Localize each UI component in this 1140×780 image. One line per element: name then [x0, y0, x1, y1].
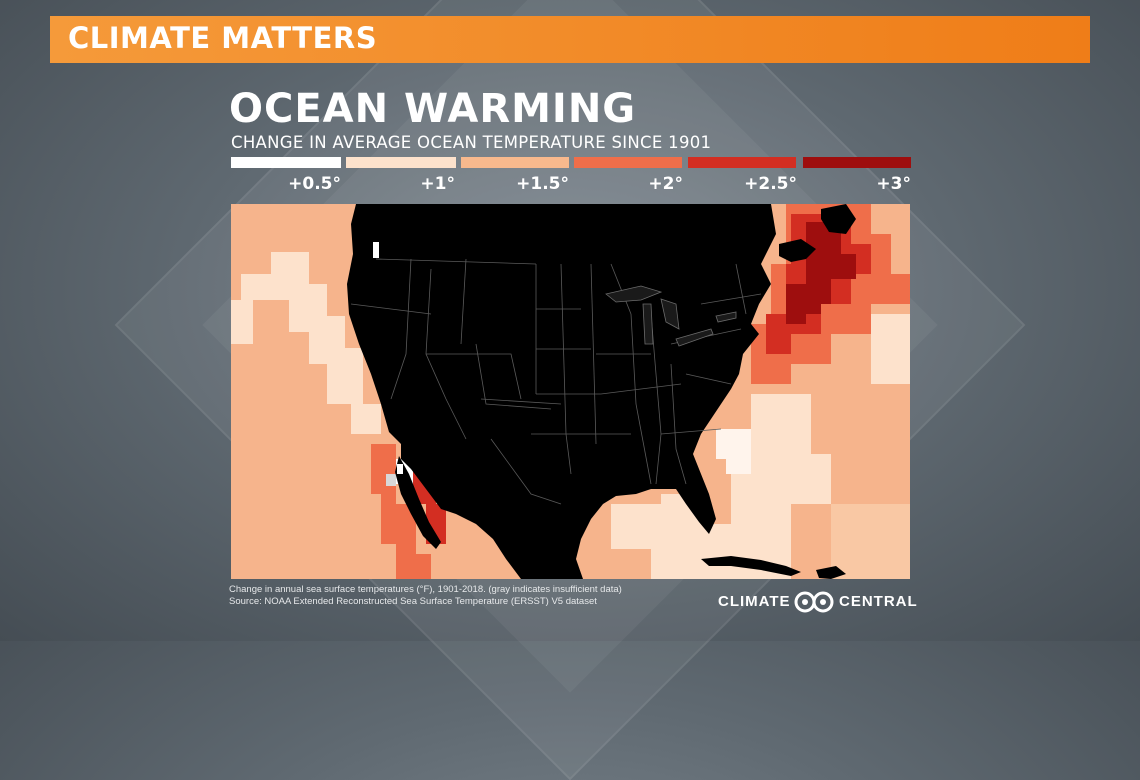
atlantic-pale-band	[711, 394, 831, 579]
legend-label-1-5: +1.5°	[516, 174, 569, 194]
border-line	[426, 353, 522, 400]
cuba-land	[701, 556, 801, 576]
lake-huron	[660, 298, 680, 330]
pacific-pale-band	[241, 252, 381, 434]
gulf-of-california-white-cell	[397, 464, 403, 474]
nova-scotia-land	[779, 239, 816, 262]
legend-swatch-2-5	[688, 157, 796, 168]
atlantic-white-cells	[716, 429, 751, 474]
border-line	[490, 438, 562, 505]
banner-label: CLIMATE MATTERS	[68, 21, 378, 55]
newfoundland-land	[821, 204, 856, 234]
lake-ontario	[715, 311, 737, 323]
gulf-of-maine-dark-red	[791, 294, 821, 314]
border-line	[475, 343, 552, 410]
border-line	[390, 258, 412, 400]
border-line	[425, 268, 467, 440]
map-svg	[231, 204, 910, 579]
border-line	[375, 258, 537, 265]
brand-text-left: CLIMATE	[718, 593, 791, 610]
lake-michigan	[642, 303, 654, 345]
legend-label-2: +2°	[648, 174, 683, 194]
border-line	[480, 398, 562, 405]
legend-label-0-5: +0.5°	[288, 174, 341, 194]
page-subtitle: CHANGE IN AVERAGE OCEAN TEMPERATURE SINC…	[231, 133, 712, 152]
atlantic-east-pale	[871, 314, 910, 384]
north-america-land	[347, 204, 776, 579]
climate-central-rings-icon	[794, 591, 834, 613]
footnote-line-1: Change in annual sea surface temperature…	[229, 584, 622, 595]
legend-swatch-0-5	[231, 157, 341, 168]
coastal-highlights	[373, 242, 403, 474]
border-line	[660, 428, 722, 435]
legend-label-3: +3°	[876, 174, 911, 194]
temperature-legend: +0.5° +1° +1.5° +2° +2.5° +3°	[231, 157, 911, 197]
border-line	[670, 363, 687, 485]
border-line	[350, 303, 432, 315]
border-line	[590, 263, 597, 445]
border-line	[460, 258, 467, 345]
baja-california-land	[395, 456, 441, 549]
state-borders	[350, 258, 762, 505]
brand-text-right: CENTRAL	[839, 593, 918, 610]
land-masses	[347, 204, 856, 579]
border-line	[630, 313, 652, 485]
legend-swatch-1	[346, 157, 456, 168]
border-line	[700, 293, 762, 305]
pacific-pale-band-west	[231, 300, 253, 344]
footnote-line-2: Source: NOAA Extended Reconstructed Sea …	[229, 596, 597, 607]
legend-label-1: +1°	[420, 174, 455, 194]
climate-matters-banner: CLIMATE MATTERS	[50, 16, 1090, 63]
legend-label-2-5: +2.5°	[744, 174, 797, 194]
insufficient-data-gray	[386, 474, 396, 486]
hispaniola-land	[816, 566, 846, 579]
atlantic-south-pale	[831, 504, 910, 579]
vancouver-island-land	[359, 214, 381, 246]
border-line	[610, 263, 632, 315]
puget-sound-white-cell	[373, 242, 379, 258]
border-line	[685, 373, 732, 385]
border-line	[735, 263, 747, 315]
legend-swatch-2	[574, 157, 682, 168]
lake-superior	[605, 285, 663, 303]
great-lakes	[605, 285, 737, 347]
footnote: Change in annual sea surface temperature…	[229, 584, 622, 608]
gulf-pale-band	[611, 494, 731, 579]
ocean-warming-map	[231, 204, 910, 579]
page-title: OCEAN WARMING	[229, 86, 637, 132]
legend-swatch-3	[803, 157, 911, 168]
legend-swatch-1-5	[461, 157, 569, 168]
lake-erie	[675, 328, 714, 347]
border-line	[600, 383, 682, 395]
climate-central-logo: CLIMATE CENTRAL	[718, 591, 918, 613]
